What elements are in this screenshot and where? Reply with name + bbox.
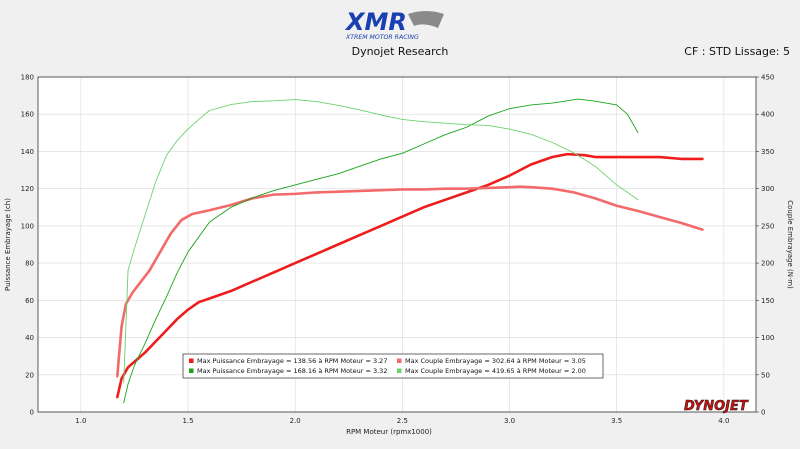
x-tick-label: 1.0 — [75, 417, 86, 425]
y-right-tick-label: 150 — [761, 297, 774, 305]
legend-entry: Max Puissance Embrayage = 168.16 à RPM M… — [197, 367, 387, 375]
logo-subtext: XTREM MOTOR RACING — [345, 34, 419, 41]
legend: Max Puissance Embrayage = 138.56 à RPM M… — [182, 353, 604, 379]
y-left-tick-label: 120 — [21, 185, 34, 193]
legend-swatch — [189, 368, 194, 373]
y-left-tick-label: 0 — [30, 409, 34, 417]
legend-entry: Max Couple Embrayage = 419.65 à RPM Mote… — [405, 367, 586, 375]
y-right-tick-label: 250 — [761, 222, 774, 230]
axes: 1.0 1.5 2.0 2.5 3.0 3.5 4.0 0 20 40 60 80 100 120 140 1… — [21, 74, 775, 426]
y-right-tick-label: 200 — [761, 260, 774, 268]
chart-title: Dynojet Research — [351, 45, 449, 58]
plot-frame — [37, 76, 757, 413]
y-right-tick-label: 0 — [761, 409, 765, 417]
x-tick-label: 2.0 — [290, 417, 301, 425]
y-left-tick-label: 60 — [25, 297, 34, 305]
y-left-tick-label: 140 — [21, 148, 34, 156]
legend-entry: Max Puissance Embrayage = 138.56 à RPM M… — [197, 357, 387, 365]
y-left-tick-label: 160 — [21, 111, 34, 119]
series-line-2 — [116, 185, 704, 378]
y-right-tick-label: 400 — [761, 111, 774, 119]
legend-box — [182, 353, 604, 379]
xmr-logo: XMR XTREM MOTOR RACING — [344, 8, 444, 41]
legend-entry: Max Couple Embrayage = 302.64 à RPM Mote… — [405, 357, 586, 365]
y-left-tick-label: 180 — [21, 74, 34, 82]
series-line-1 — [116, 152, 704, 399]
y-left-tick-label: 20 — [25, 371, 34, 379]
x-tick-label: 4.0 — [718, 417, 729, 425]
grid — [38, 76, 756, 413]
y-axis-right-label: Couple Embrayage (N·m) — [786, 200, 794, 289]
y-left-tick-label: 100 — [21, 222, 34, 230]
y-right-tick-label: 100 — [761, 334, 774, 342]
series-layer — [116, 98, 704, 404]
dynojet-brand-text: DYNOJET — [684, 399, 749, 414]
cf-settings-text: CF : STD Lissage: 5 — [684, 45, 790, 58]
y-axis-left-label: Puissance Embrayage (ch) — [4, 198, 12, 291]
legend-swatch — [189, 358, 194, 363]
legend-swatch — [397, 368, 402, 373]
y-right-tick-label: 350 — [761, 148, 774, 156]
x-tick-label: 2.5 — [397, 417, 408, 425]
y-right-tick-label: 50 — [761, 371, 770, 379]
y-right-tick-label: 300 — [761, 185, 774, 193]
x-tick-label: 3.0 — [504, 417, 515, 425]
logo-swoosh — [408, 11, 444, 28]
series-line-4 — [123, 99, 639, 383]
x-tick-label: 3.5 — [611, 417, 622, 425]
y-left-tick-label: 40 — [25, 334, 34, 342]
legend-swatch — [397, 358, 402, 363]
y-right-tick-label: 450 — [761, 74, 774, 82]
series-line-3 — [123, 98, 639, 404]
logo-text: XMR — [344, 8, 407, 36]
y-left-tick-label: 80 — [25, 260, 34, 268]
x-tick-label: 1.5 — [182, 417, 193, 425]
dynojet-brand: DYNOJET — [684, 399, 749, 415]
x-axis-label: RPM Moteur (rpmx1000) — [346, 428, 432, 436]
